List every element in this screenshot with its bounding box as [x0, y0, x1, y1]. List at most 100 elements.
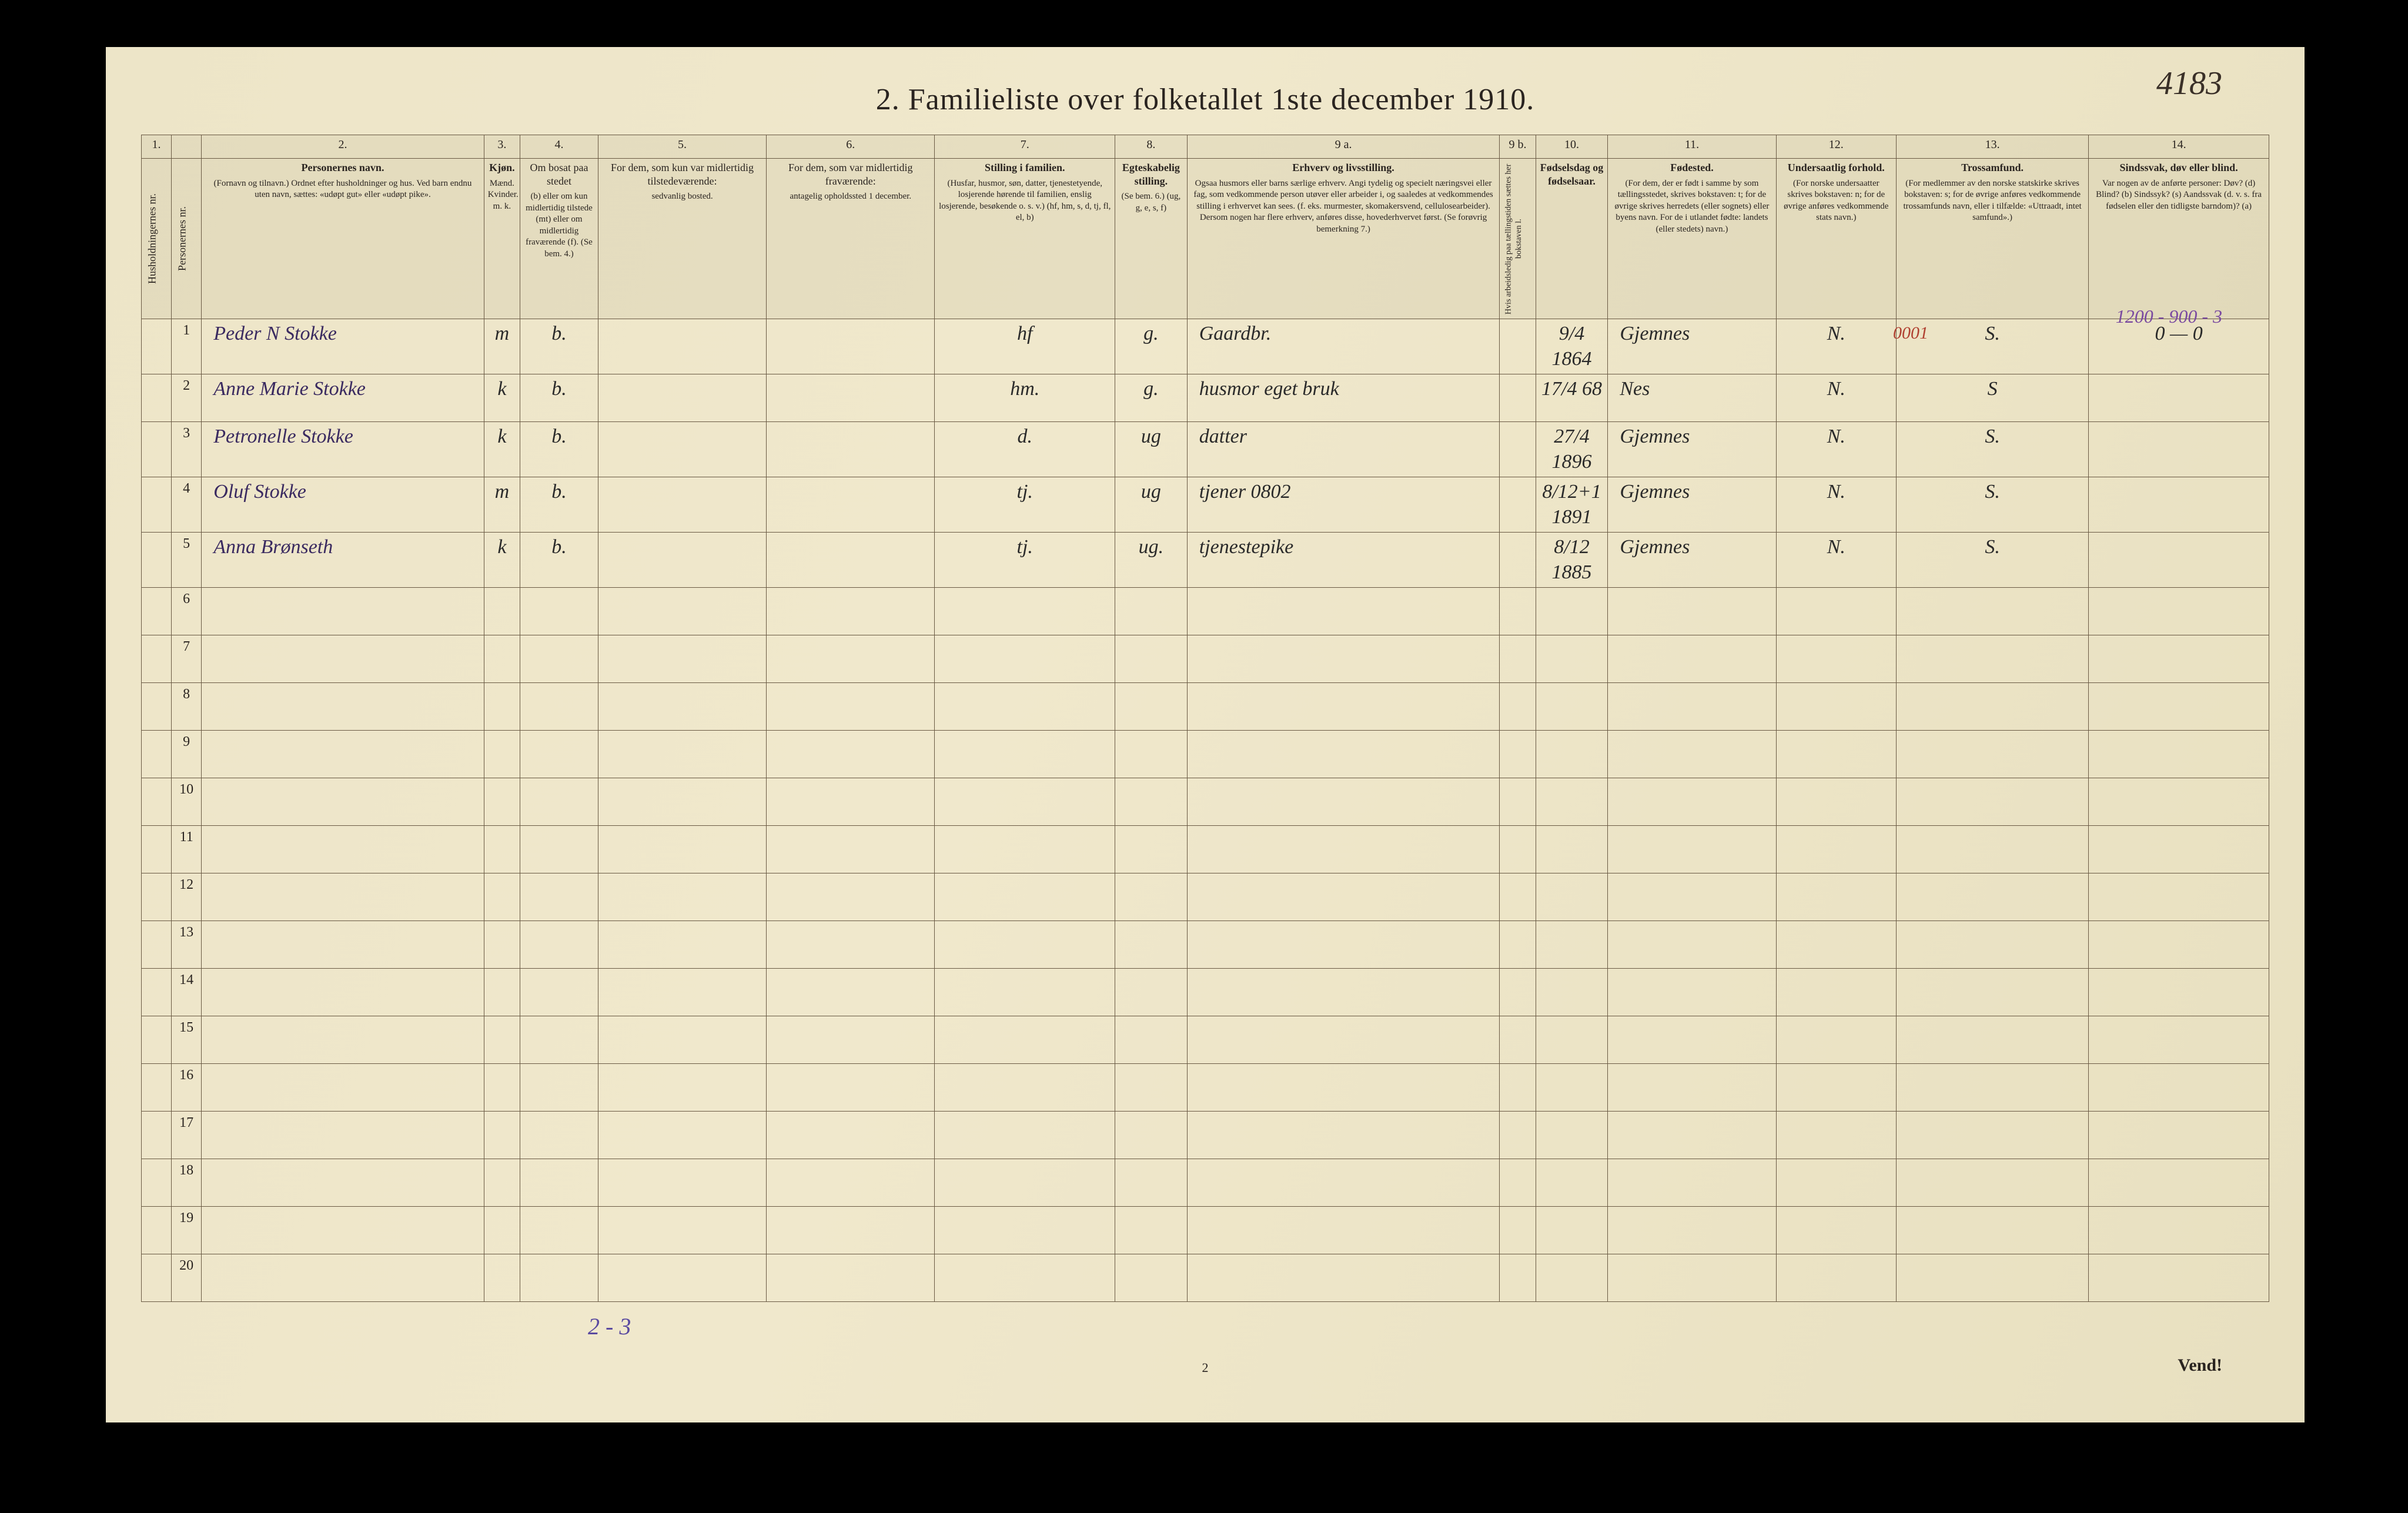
cell-name: Anne Marie Stokke	[202, 374, 484, 422]
cell-fdag: 8/12+1 1891	[1536, 477, 1608, 533]
cell-tilstede	[598, 422, 766, 477]
col-head-8: Egteskabelig stilling. (Se bem. 6.) (ug,…	[1115, 159, 1188, 319]
col-head-11: Fødested. (For dem, der er født i samme …	[1608, 159, 1776, 319]
col-head-3: Kjøn. Mænd. Kvinder. m. k.	[484, 159, 520, 319]
table-row: 2Anne Marie Stokkekb.hm.g.husmor eget br…	[142, 374, 2269, 422]
table-row-empty: 11	[142, 826, 2269, 873]
household-nr	[142, 374, 172, 422]
cell-fsted: Gjemnes	[1608, 477, 1776, 533]
cell-undersaat: N.	[1776, 533, 1896, 588]
col-head-9a: Erhverv og livsstilling. Ogsaa husmors e…	[1187, 159, 1500, 319]
cell-tros: S.	[1897, 533, 2089, 588]
cell-erhverv: tjener 0802	[1187, 477, 1500, 533]
col-head-7: Stilling i familien. (Husfar, husmor, sø…	[935, 159, 1115, 319]
table-body: 1Peder N Stokkemb.hfg.Gaardbr.9/4 1864Gj…	[142, 319, 2269, 1302]
table-row-empty: 13	[142, 921, 2269, 969]
cell-frav	[767, 422, 935, 477]
table-row-empty: 16	[142, 1064, 2269, 1112]
cell-tros: S.	[1897, 477, 2089, 533]
page-title: 2. Familieliste over folketallet 1ste de…	[141, 82, 2269, 117]
cell-sex: k	[484, 533, 520, 588]
col-head-1: Husholdningernes nr.	[142, 159, 172, 319]
table-row-empty: 18	[142, 1159, 2269, 1207]
table-row-empty: 6	[142, 588, 2269, 635]
cell-fsted: Gjemnes	[1608, 533, 1776, 588]
cell-egteskab: ug	[1115, 477, 1188, 533]
col-num-6: 6.	[767, 135, 935, 159]
cell-erhverv: Gaardbr.	[1187, 319, 1500, 374]
cell-egteskab: g.	[1115, 319, 1188, 374]
col-head-12: Undersaatlig forhold. (For norske unders…	[1776, 159, 1896, 319]
cell-sex: m	[484, 477, 520, 533]
cell-undersaat: N.	[1776, 319, 1896, 374]
cell-egteskab: g.	[1115, 374, 1188, 422]
cell-bosat: b.	[520, 422, 598, 477]
document-paper: 4183 2. Familieliste over folketallet 1s…	[106, 47, 2305, 1422]
col-num-9b: 9 b.	[1500, 135, 1536, 159]
col-head-5: For dem, som kun var midlertidig tilsted…	[598, 159, 766, 319]
table-row: 1Peder N Stokkemb.hfg.Gaardbr.9/4 1864Gj…	[142, 319, 2269, 374]
household-nr	[142, 477, 172, 533]
cell-tilstede	[598, 374, 766, 422]
person-nr: 2	[172, 374, 202, 422]
col-head-6: For dem, som var midlertidig fraværende:…	[767, 159, 935, 319]
cell-tros: S.	[1897, 422, 2089, 477]
table-row-empty: 20	[142, 1254, 2269, 1302]
cell-egteskab: ug.	[1115, 533, 1188, 588]
cell-sex: k	[484, 422, 520, 477]
table-row-empty: 15	[142, 1016, 2269, 1064]
table-row-empty: 10	[142, 778, 2269, 826]
cell-sind	[2089, 477, 2269, 533]
cell-stilling: hf	[935, 319, 1115, 374]
person-nr: 5	[172, 533, 202, 588]
cell-bosat: b.	[520, 533, 598, 588]
cell-fdag: 9/4 1864	[1536, 319, 1608, 374]
page: 4183 2. Familieliste over folketallet 1s…	[0, 0, 2408, 1513]
cell-9b	[1500, 477, 1536, 533]
cell-name: Peder N Stokke	[202, 319, 484, 374]
col-num-14: 14.	[2089, 135, 2269, 159]
cell-stilling: d.	[935, 422, 1115, 477]
cell-stilling: tj.	[935, 533, 1115, 588]
cell-name: Anna Brønseth	[202, 533, 484, 588]
red-annotation: 0001	[1893, 323, 1928, 343]
cell-undersaat: N.	[1776, 477, 1896, 533]
col-num-5: 5.	[598, 135, 766, 159]
cell-frav	[767, 477, 935, 533]
cell-undersaat: N.	[1776, 374, 1896, 422]
cell-9b	[1500, 533, 1536, 588]
person-nr: 1	[172, 319, 202, 374]
cell-fdag: 27/4 1896	[1536, 422, 1608, 477]
cell-sind	[2089, 422, 2269, 477]
cell-erhverv: husmor eget bruk	[1187, 374, 1500, 422]
table-row-empty: 17	[142, 1112, 2269, 1159]
table-row: 5Anna Brønsethkb.tj.ug.tjenestepike8/12 …	[142, 533, 2269, 588]
table-row-empty: 19	[142, 1207, 2269, 1254]
cell-frav	[767, 374, 935, 422]
cell-fsted: Gjemnes	[1608, 319, 1776, 374]
cell-9b	[1500, 319, 1536, 374]
col-num-9a: 9 a.	[1187, 135, 1500, 159]
cell-sex: k	[484, 374, 520, 422]
printed-page-number: 2	[1202, 1360, 1209, 1375]
household-nr	[142, 319, 172, 374]
col-num-3: 3.	[484, 135, 520, 159]
table-row-empty: 7	[142, 635, 2269, 683]
tally-note: 2 - 3	[588, 1313, 631, 1340]
cell-sind	[2089, 533, 2269, 588]
cell-erhverv: tjenestepike	[1187, 533, 1500, 588]
col-num-1: 1.	[142, 135, 172, 159]
cell-9b	[1500, 422, 1536, 477]
household-nr	[142, 422, 172, 477]
cell-fdag: 17/4 68	[1536, 374, 1608, 422]
table-row-empty: 9	[142, 731, 2269, 778]
cell-bosat: b.	[520, 477, 598, 533]
cell-stilling: tj.	[935, 477, 1115, 533]
cell-undersaat: N.	[1776, 422, 1896, 477]
person-nr: 4	[172, 477, 202, 533]
col-num-13: 13.	[1897, 135, 2089, 159]
census-table: 1. 2. 3. 4. 5. 6. 7. 8. 9 a. 9 b. 10. 11…	[141, 135, 2269, 1302]
cell-9b	[1500, 374, 1536, 422]
col-num-10: 10.	[1536, 135, 1608, 159]
col-head-2: Personernes navn. (Fornavn og tilnavn.) …	[202, 159, 484, 319]
